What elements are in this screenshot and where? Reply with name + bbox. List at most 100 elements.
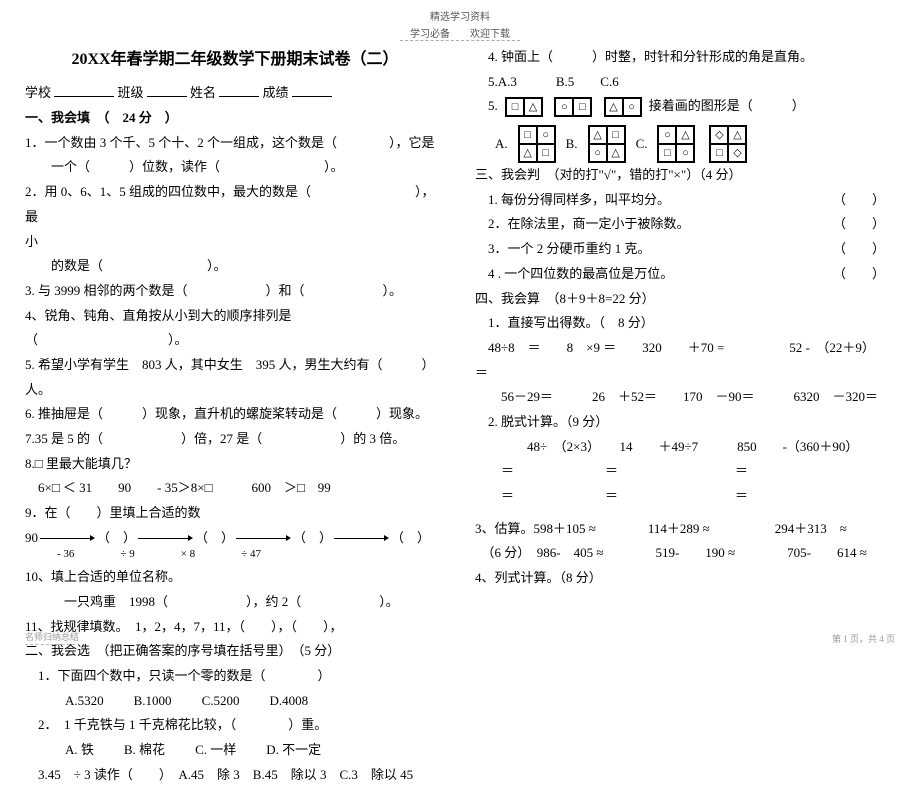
footer-left-text: 名师归纳总结 bbox=[25, 632, 79, 642]
s1-q9-ops: - 36 ÷ 9 × 8 ÷ 47 bbox=[25, 544, 445, 565]
s3-q4: 4 . 一个四位数的最高位是万位。 （ ） bbox=[475, 262, 895, 287]
s3-q2-text: 2．在除法里，商一定小于被除数。 bbox=[475, 212, 690, 237]
info-line: 学校 班级 姓名 成绩 bbox=[25, 81, 445, 106]
grid-B bbox=[588, 125, 626, 163]
paren4: （ ） bbox=[833, 262, 885, 287]
pattern-1 bbox=[505, 97, 543, 117]
s1-q6: 6. 推抽屉是（ ）现象，直升机的螺旋桨转动是（ ）现象。 bbox=[25, 402, 445, 427]
label-school: 学校 bbox=[25, 85, 51, 100]
op3: × 8 bbox=[181, 544, 195, 565]
s2r-q4: 4. 钟面上（ ）时整，时针和分针形成的角是直角。 bbox=[475, 45, 895, 70]
left-column: 20XX年春学期二年级数学下册期末试卷（二） 学校 班级 姓名 成绩 一、我会填… bbox=[25, 45, 445, 788]
s4-row5: ＝ ＝ ＝ bbox=[475, 484, 895, 509]
paren2: （ ） bbox=[833, 212, 885, 237]
s2r-q5b2: 接着画的图形是（ ） bbox=[649, 98, 805, 113]
content-columns: 20XX年春学期二年级数学下册期末试卷（二） 学校 班级 姓名 成绩 一、我会填… bbox=[25, 45, 895, 788]
s1-q5: 5. 希望小学有学生 803 人，其中女生 395 人，男生大约有（ ）人。 bbox=[25, 353, 445, 402]
s2r-q5b: 5. bbox=[475, 98, 498, 113]
opt2-c: C. 一样 bbox=[195, 738, 236, 763]
opt2-d: D. 不一定 bbox=[266, 738, 321, 763]
s1-q8: 8.□ 里最大能填几？ bbox=[25, 452, 445, 477]
op2: ÷ 9 bbox=[120, 544, 134, 565]
s4-q1: 1．直接写出得数。（ 8 分） bbox=[475, 311, 895, 336]
s4-row4: ＝ ＝ ＝ bbox=[475, 459, 895, 484]
s1-q1a: 1．一个数由 3 个千、5 个十、2 个一组成，这个数是（ ），它是 bbox=[25, 131, 445, 156]
footer-right: 第 1 页，共 4 页 bbox=[832, 632, 895, 645]
s2-q3: 3.45 ÷ 3 读作（ ） A.45 除 3 B.45 除以 3 C.3 除以… bbox=[25, 763, 445, 788]
s3-q1-text: 1. 每份分得同样多，叫平均分。 bbox=[475, 188, 670, 213]
s2-q2: 2． 1 千克铁与 1 千克棉花比较，（ ）重。 bbox=[25, 713, 445, 738]
optB-label: B. bbox=[566, 132, 578, 157]
opt2-b: B. 棉花 bbox=[124, 738, 165, 763]
opt-d: D.4008 bbox=[269, 689, 308, 714]
s2r-options-row: A. B. C. bbox=[475, 125, 895, 163]
grid-D bbox=[709, 125, 747, 163]
opt2-a: A. 铁 bbox=[65, 738, 94, 763]
grid-A bbox=[518, 125, 556, 163]
blank-name bbox=[219, 84, 259, 97]
arrow-3 bbox=[236, 535, 291, 541]
opt-b: B.1000 bbox=[134, 689, 172, 714]
s1-q10: 10、填上合适的单位名称。 bbox=[25, 565, 445, 590]
s1-q4: 4、锐角、钝角、直角按从小到大的顺序排列是（ ）。 bbox=[25, 304, 445, 353]
s1-q2a: 2．用 0、6、1、5 组成的四位数中，最大的数是（ ），最 bbox=[25, 180, 445, 229]
s3-q1: 1. 每份分得同样多，叫平均分。 （ ） bbox=[475, 188, 895, 213]
s4-q3a: 3、估算。598＋105 ≈ 114＋289 ≈ 294＋313 ≈ bbox=[475, 517, 895, 542]
s1-q1b: 一个（ ）位数，读作（ ）。 bbox=[25, 155, 445, 180]
s4-row2: 56－29＝ 26 ＋52＝ 170 －90＝ 6320 －320＝ bbox=[475, 385, 895, 410]
label-name: 姓名 bbox=[190, 85, 216, 100]
s4-row3: 48÷ （2×3） 14 ＋49÷7 850 -（360＋90） bbox=[475, 435, 895, 460]
paren3: （ ） bbox=[833, 237, 885, 262]
opt-c: C.5200 bbox=[202, 689, 240, 714]
s3-q4-text: 4 . 一个四位数的最高位是万位。 bbox=[475, 262, 673, 287]
s2-q1: 1．下面四个数中，只读一个零的数是（ ） bbox=[25, 664, 445, 689]
arrow-2 bbox=[138, 535, 193, 541]
s3-q3: 3．一个 2 分硬币重约 1 克。 （ ） bbox=[475, 237, 895, 262]
blank-score bbox=[292, 84, 332, 97]
section1-head: 一、我会填 （ 24 分 ） bbox=[25, 106, 445, 131]
s2r-q5b-row: 5. 接着画的图形是（ ） bbox=[475, 94, 895, 119]
s1-q2c: 的数是（ ）。 bbox=[25, 254, 445, 279]
s4-row1: 48÷8 ＝ 8 ×9 ＝ 320 ＋70 = 52 - （22＋9） bbox=[475, 336, 895, 361]
arrow-4 bbox=[334, 535, 389, 541]
label-class: 班级 bbox=[118, 85, 144, 100]
s4-row1b: ＝ bbox=[475, 361, 895, 386]
blank-school bbox=[54, 84, 114, 97]
arrow-1 bbox=[40, 535, 95, 541]
meta-line-1: 精选学习资料 bbox=[25, 8, 895, 23]
q9-start: 90 bbox=[25, 526, 38, 551]
s1-q8b: 6×□ ＜ 31 90 - 35＞8×□ 600 ＞□ 99 bbox=[25, 476, 445, 501]
s1-q11: 11、找规律填数。 1，2，4，7，11，（ ），（ ）， bbox=[25, 615, 445, 640]
optC-label: C. bbox=[636, 132, 648, 157]
s3-q2: 2．在除法里，商一定小于被除数。 （ ） bbox=[475, 212, 895, 237]
section4-head: 四、我会算 （8＋9＋8=22 分） bbox=[475, 287, 895, 312]
right-column: 4. 钟面上（ ）时整，时针和分针形成的角是直角。 5.A.3 B.5 C.6 … bbox=[475, 45, 895, 788]
s1-q9: 9．在（ ）里填上合适的数 bbox=[25, 501, 445, 526]
q9-blank3: （ ） bbox=[293, 526, 332, 551]
q9-blank4: （ ） bbox=[391, 526, 430, 551]
grid-C bbox=[657, 125, 695, 163]
meta-line-2: 学习必备 欢迎下载 bbox=[400, 25, 520, 41]
s3-q3-text: 3．一个 2 分硬币重约 1 克。 bbox=[475, 237, 651, 262]
pattern-3 bbox=[604, 97, 642, 117]
s1-q10b: 一只鸡重 1998（ ），约 2（ ）。 bbox=[25, 590, 445, 615]
s4-q4: 4、列式计算。（8 分） bbox=[475, 566, 895, 591]
pattern-2 bbox=[554, 97, 592, 117]
section3-head: 三、我会判 （对的打"√"，错的打"×"）（4 分） bbox=[475, 163, 895, 188]
paren1: （ ） bbox=[833, 188, 885, 213]
s2-q2-opts: A. 铁 B. 棉花 C. 一样 D. 不一定 bbox=[25, 738, 445, 763]
footer-left: 名师归纳总结 bbox=[25, 630, 79, 645]
section2-head: 二、我会选 （把正确答案的序号填在括号里） （5 分） bbox=[25, 639, 445, 664]
s1-q7: 7.35 是 5 的（ ）倍，27 是（ ）的 3 倍。 bbox=[25, 427, 445, 452]
s2-q1-opts: A.5320 B.1000 C.5200 D.4008 bbox=[25, 689, 445, 714]
page-title: 20XX年春学期二年级数学下册期末试卷（二） bbox=[25, 45, 445, 75]
label-score: 成绩 bbox=[263, 85, 289, 100]
s1-q2b: 小 bbox=[25, 230, 445, 255]
opt-a: A.5320 bbox=[65, 689, 104, 714]
s4-q2: 2. 脱式计算。（9 分） bbox=[475, 410, 895, 435]
s1-q3: 3. 与 3999 相邻的两个数是（ ）和（ ）。 bbox=[25, 279, 445, 304]
s4-q3b: （6 分） 986- 405 ≈ 519- 190 ≈ 705- 614 ≈ bbox=[475, 541, 895, 566]
op1: - 36 bbox=[57, 544, 74, 565]
s2r-q5a: 5.A.3 B.5 C.6 bbox=[475, 70, 895, 95]
op4: ÷ 47 bbox=[241, 544, 261, 565]
